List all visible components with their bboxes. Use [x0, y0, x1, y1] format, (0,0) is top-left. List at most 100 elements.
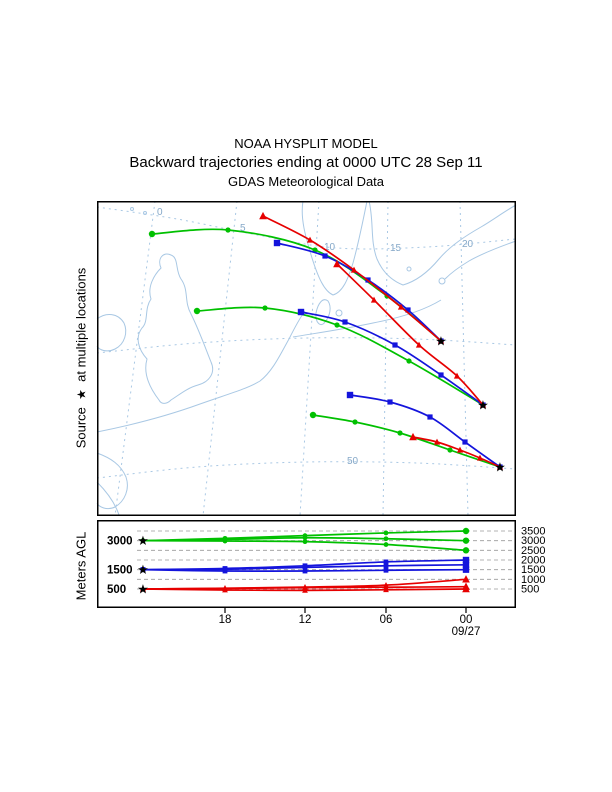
- trajectory-marker-square: [222, 568, 228, 574]
- coastline-path-britain: [137, 253, 214, 404]
- profile-axes-group: 3000 ★1500 ★500 ★35003000250020001500100050…: [107, 526, 545, 638]
- trajectory-path: [312, 414, 501, 468]
- coastline-path-south-baltic: [292, 299, 442, 338]
- graticule-label: 10: [324, 242, 336, 253]
- trajectory-marker-triangle: [433, 438, 441, 445]
- graticule-label: 50: [347, 456, 359, 467]
- coastline-island: [130, 207, 134, 211]
- graticule-meridian: [299, 200, 320, 517]
- x-date-label: 09/27: [452, 626, 481, 638]
- graticule-group: 0 5 10 15 20 50: [96, 200, 517, 517]
- profile-left-label: 3000: [107, 536, 133, 548]
- trajectory-marker-triangle: [222, 586, 228, 593]
- trajectory-marker-triangle: [456, 446, 464, 453]
- meters-agl-axis-label: Meters AGL: [73, 531, 89, 601]
- trajectory-marker-square: [383, 559, 389, 565]
- trajectory-marker-square: [273, 239, 281, 247]
- trajectory-marker-triangle: [383, 586, 389, 593]
- trajectory-marker-triangle: [370, 296, 378, 303]
- profile-right-axis-label: 3000: [521, 535, 545, 547]
- coastline-island: [406, 266, 412, 272]
- coastline-island: [143, 211, 147, 215]
- trajectory-marker-triangle: [397, 303, 405, 310]
- trajectory-marker-triangle: [496, 463, 504, 470]
- trajectory-marker-circle: [193, 307, 201, 315]
- trajectory-marker-square: [462, 556, 470, 564]
- trajectory-marker-square: [438, 372, 444, 378]
- coastline-path-gulf-of-finland: [444, 240, 517, 280]
- trajectory-marker-triangle: [437, 337, 445, 344]
- source-star: ★: [137, 533, 149, 548]
- profile-series-group: [140, 527, 470, 593]
- met-data-subtitle: GDAS Meteorological Data: [227, 174, 385, 190]
- trajectory-marker-circle: [140, 538, 146, 544]
- trajectory-marker-circle: [383, 542, 389, 547]
- coastline-path-sweden-baltic: [368, 200, 517, 286]
- graticule-meridian: [202, 200, 238, 517]
- x-tick-label: 18: [219, 614, 232, 626]
- trajectory-marker-square: [462, 439, 468, 445]
- x-tick-label: 06: [380, 614, 393, 626]
- trajectory-marker-circle: [462, 527, 470, 535]
- trajectory-marker-circle: [222, 538, 228, 544]
- trajectory-marker-circle: [148, 230, 156, 238]
- trajectory-marker-circle: [302, 535, 308, 541]
- coastline-path-brittany: [96, 452, 128, 510]
- trajectory-marker-square: [427, 414, 433, 420]
- trajectory-marker-circle: [334, 322, 340, 328]
- source-axis-label: Source ★ at multiple locations: [74, 268, 89, 449]
- profile-left-label: 1500: [107, 565, 133, 577]
- coastline-path-biscay: [96, 481, 120, 516]
- trajectory-marker-square: [387, 399, 393, 405]
- trajectory-marker-circle: [383, 536, 389, 542]
- source-star: ★: [477, 398, 489, 413]
- source-star: ★: [137, 562, 149, 577]
- graticule-label: 0: [157, 207, 163, 218]
- trajectory-marker-square: [302, 568, 308, 574]
- trajectory-marker-triangle: [453, 372, 461, 379]
- trajectory-marker-square: [302, 564, 308, 570]
- profile-right-axis-label: 2500: [521, 545, 545, 557]
- coastline-island: [438, 277, 446, 285]
- graticule-meridian: [382, 200, 389, 517]
- trajectory-marker-triangle: [479, 401, 487, 408]
- height-profile-panel: 3000 ★1500 ★500 ★35003000250020001500100050…: [97, 520, 545, 638]
- trajectories-group: [148, 211, 504, 470]
- profile-right-axis-label: 3500: [521, 526, 545, 538]
- trajectory-marker-triangle: [306, 236, 314, 243]
- trajectory-marker-square: [462, 566, 470, 573]
- profile-right-axis-label: 2000: [521, 555, 545, 567]
- trajectory-marker-circle: [462, 547, 470, 554]
- coastline: [96, 200, 517, 516]
- trajectory-marker-circle: [302, 539, 308, 545]
- source-star: ★: [494, 460, 506, 475]
- trajectory-marker-square: [346, 391, 354, 399]
- trajectory-marker-square: [392, 342, 398, 348]
- trajectory-marker-circle: [447, 447, 453, 453]
- x-tick-label: 12: [299, 614, 312, 626]
- graticule-parallel: [96, 337, 517, 354]
- source-label-text: Source: [73, 407, 89, 449]
- source-star: ★: [137, 582, 149, 597]
- graticule-parallel: [96, 461, 517, 479]
- graticule-label: 15: [390, 243, 402, 254]
- title-block: NOAA HYSPLIT MODEL Backward trajectories…: [0, 136, 612, 190]
- trajectory-marker-square: [405, 307, 411, 313]
- trajectory-marker-square: [383, 563, 389, 569]
- source-label-text2: at multiple locations: [73, 267, 89, 382]
- trajectory-marker-triangle: [462, 575, 470, 583]
- source-stars-group: ★ ★ ★: [435, 334, 506, 475]
- trajectory-marker-circle: [352, 419, 358, 425]
- trajectory-marker-circle: [383, 530, 389, 536]
- trajectory-marker-circle: [397, 430, 403, 436]
- profile-right-axis-label: 1000: [521, 574, 545, 586]
- map-frame: [97, 201, 516, 516]
- trajectory-marker-triangle: [415, 341, 423, 348]
- trajectory-marker-triangle: [476, 454, 484, 461]
- graticule-meridian: [459, 200, 469, 517]
- trajectory-marker-triangle: [333, 259, 341, 268]
- source-star: ★: [435, 334, 447, 349]
- trajectory-path: [300, 311, 484, 406]
- coastline-path-north-sea: [96, 310, 306, 433]
